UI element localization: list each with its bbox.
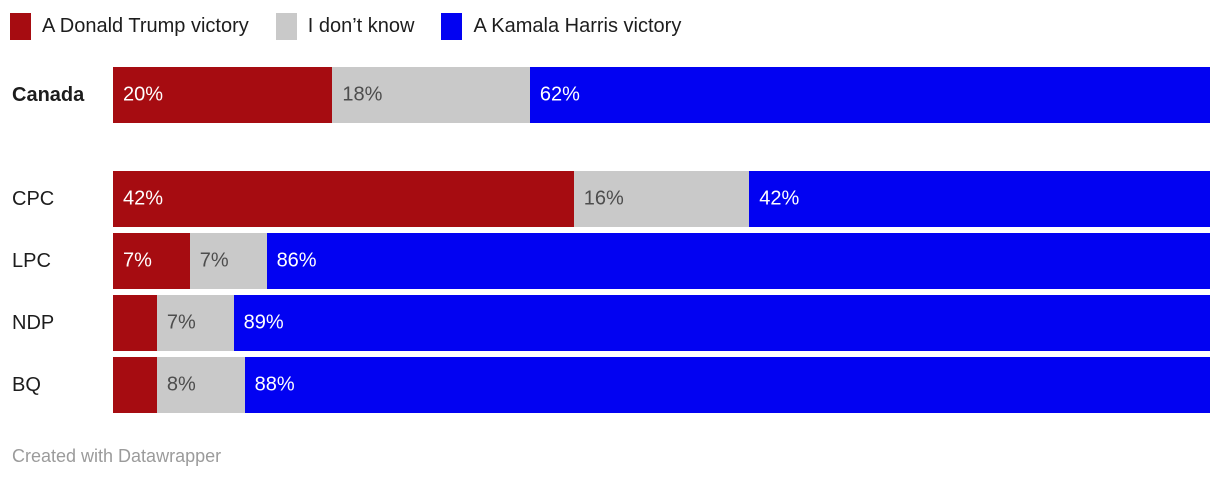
bar-segment: 42%	[749, 171, 1210, 227]
bar-segment: 86%	[266, 233, 1210, 289]
bar-segment: 89%	[233, 295, 1210, 351]
legend: A Donald Trump victory I don’t know A Kama…	[10, 13, 681, 40]
legend-swatch	[10, 13, 31, 40]
legend-swatch	[441, 13, 463, 40]
stacked-bar: 7% 7% 86%	[113, 233, 1210, 289]
stacked-bar: 42% 16% 42%	[113, 171, 1210, 227]
bar-segment: 16%	[573, 171, 750, 227]
bar-segment: 7%	[156, 295, 234, 351]
bar-segment: 62%	[529, 67, 1210, 123]
category-label: CPC	[12, 187, 55, 210]
legend-item: I don’t know	[275, 13, 415, 40]
category-label: NDP	[12, 311, 55, 334]
value-label: 18%	[342, 83, 383, 106]
value-label: 88%	[254, 373, 295, 396]
bar-segment	[113, 295, 157, 351]
value-label: 8%	[166, 373, 196, 396]
legend-label: I don’t know	[307, 15, 415, 37]
value-label: 42%	[759, 187, 800, 210]
bar-segment: 42%	[113, 171, 574, 227]
stacked-bar: 20% 18% 62%	[113, 67, 1210, 123]
legend-swatch	[275, 13, 297, 40]
category-label: BQ	[12, 373, 41, 396]
chart-row: CPC 42% 16% 42%	[0, 171, 1210, 227]
bar-segment: 8%	[156, 357, 245, 413]
legend-label: A Kamala Harris victory	[473, 15, 682, 37]
bar-segment: 20%	[113, 67, 333, 123]
legend-item: A Donald Trump victory	[10, 13, 249, 40]
value-label: 20%	[123, 83, 164, 106]
legend-label: A Donald Trump victory	[42, 15, 249, 37]
chart-row: BQ 8% 88%	[0, 357, 1210, 413]
value-label: 7%	[166, 311, 196, 334]
category-label: Canada	[12, 83, 85, 106]
value-label: 7%	[199, 249, 229, 272]
value-label: 42%	[123, 187, 164, 210]
datawrapper-credit: Created with Datawrapper	[12, 446, 222, 466]
chart-row: LPC 7% 7% 86%	[0, 233, 1210, 289]
chart-row: NDP 7% 89%	[0, 295, 1210, 351]
stacked-bar: 7% 89%	[113, 295, 1210, 351]
category-label: LPC	[12, 249, 51, 272]
rows: Canada 20% 18% 62% CPC 42% 16% 42% LPC 7% 7% 86% NDP…	[0, 67, 1210, 413]
value-label: 16%	[583, 187, 624, 210]
chart-row: Canada 20% 18% 62%	[0, 67, 1210, 123]
bar-segment: 88%	[244, 357, 1210, 413]
bar-segment: 7%	[189, 233, 267, 289]
value-label: 86%	[276, 249, 317, 272]
bar-segment: 7%	[113, 233, 190, 289]
value-label: 62%	[539, 83, 580, 106]
bar-segment: 18%	[332, 67, 530, 123]
value-label: 7%	[123, 249, 152, 272]
bar-segment	[113, 357, 157, 413]
value-label: 89%	[243, 311, 284, 334]
legend-item: A Kamala Harris victory	[441, 13, 681, 40]
stacked-bar: 8% 88%	[113, 357, 1210, 413]
